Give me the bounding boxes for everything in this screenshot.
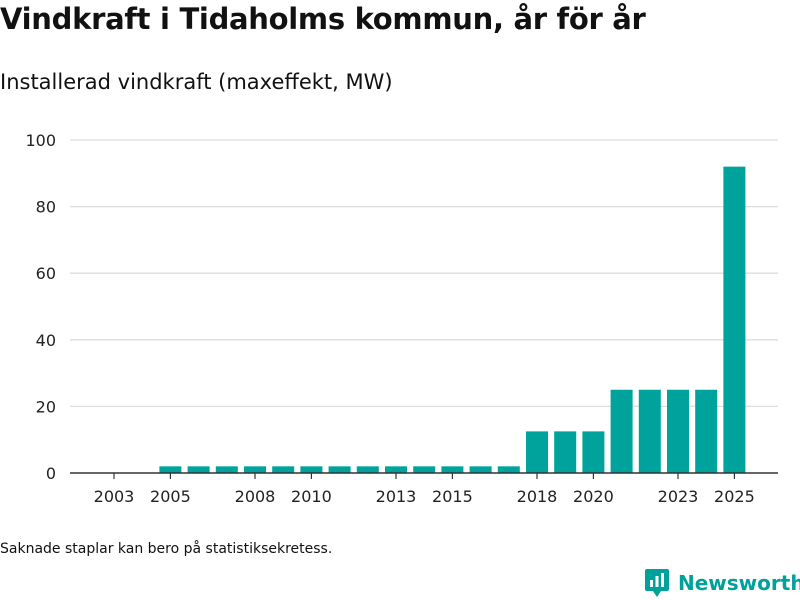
y-tick-label: 20	[36, 397, 56, 416]
chart-title: Vindkraft i Tidaholms kommun, år för år	[0, 2, 646, 36]
x-tick-label: 2005	[150, 487, 191, 506]
bar-2005	[159, 466, 182, 473]
y-tick-label: 0	[46, 464, 56, 483]
x-tick-label: 2023	[658, 487, 699, 506]
x-tick-label: 2018	[517, 487, 558, 506]
x-tick-label: 2015	[432, 487, 473, 506]
bar-2023	[667, 389, 689, 473]
bar-2024	[695, 389, 718, 473]
y-tick-label: 60	[36, 264, 56, 283]
bar-2014	[413, 466, 436, 473]
bar-2018	[526, 431, 548, 473]
gridlines	[70, 139, 778, 408]
bars	[159, 166, 746, 473]
y-tick-label: 40	[36, 331, 56, 350]
x-tick-label: 2020	[573, 487, 614, 506]
x-tick-label: 2025	[714, 487, 755, 506]
bar-2022	[638, 389, 661, 473]
bar-2017	[497, 466, 520, 473]
bar-2009	[272, 466, 295, 473]
x-tick-label: 2008	[235, 487, 276, 506]
bar-2006	[187, 466, 210, 473]
axes: 0 20 40 60 80 100 2003 2005 2008 2010 2013 2015 2018…	[25, 131, 778, 506]
newsworthy-logo-icon	[645, 569, 669, 597]
bar-2012	[356, 466, 379, 473]
y-tick-label: 100	[25, 131, 56, 150]
bar-2013	[385, 466, 407, 473]
x-tick-label: 2013	[376, 487, 417, 506]
brand-logo[interactable]: Newsworthy	[644, 568, 800, 598]
x-tick-label: 2010	[291, 487, 332, 506]
bar-2025	[723, 166, 746, 473]
bar-2016	[469, 466, 492, 473]
bar-2020	[582, 431, 605, 473]
bar-2007	[215, 466, 238, 473]
bar-2011	[328, 466, 351, 473]
chart-subtitle: Installerad vindkraft (maxeffekt, MW)	[0, 70, 393, 94]
bar-2021	[610, 389, 633, 473]
footnote: Saknade staplar kan bero på statistiksek…	[0, 541, 333, 557]
bar-2010	[300, 466, 323, 473]
x-tick-label: 2003	[94, 487, 135, 506]
bar-2015	[441, 466, 464, 473]
bar-chart: 0 20 40 60 80 100 2003 2005 2008 2010 2013 2015 2018…	[25, 131, 778, 506]
bar-2008	[244, 466, 266, 473]
y-tick-label: 80	[36, 198, 56, 217]
bar-2019	[554, 431, 577, 473]
brand-name: Newsworthy	[678, 571, 800, 595]
